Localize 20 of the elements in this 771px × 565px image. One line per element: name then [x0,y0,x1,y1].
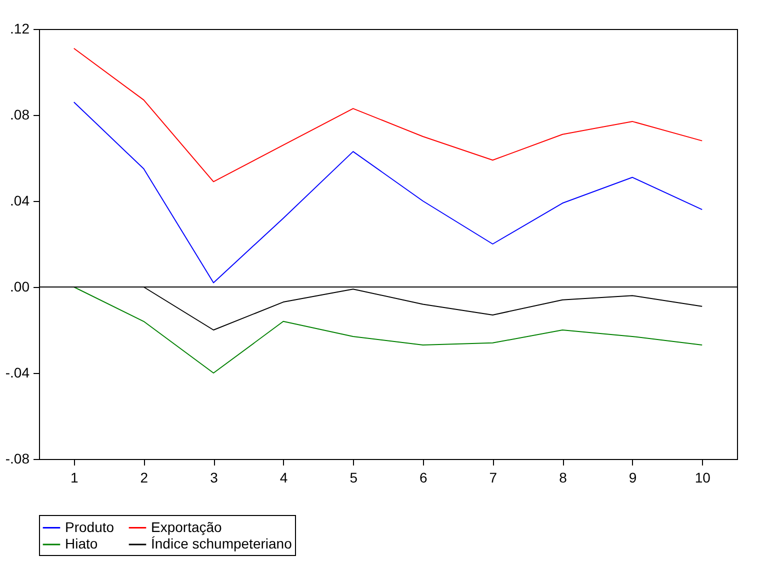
y-tick-label: .00 [10,278,30,294]
x-tick-label: 8 [559,470,568,486]
x-tick-label: 1 [70,470,78,486]
x-tick-label: 5 [350,470,358,486]
x-tick-label: 7 [489,470,498,486]
x-tick-label: 4 [280,470,288,486]
y-tick-label: .12 [10,20,30,36]
y-tick-label: .08 [10,106,30,122]
x-tick-label: 6 [420,470,428,486]
legend-label: Produto [65,518,114,535]
y-tick-label: -.08 [5,450,30,466]
x-tick-label: 3 [210,470,218,486]
legend-label: Índice schumpeteriano [151,536,292,552]
x-tick-label: 2 [140,470,148,486]
legend-label: Exportação [151,518,222,535]
legend-label: Hiato [65,536,98,552]
y-tick-label: -.04 [5,364,30,380]
x-tick-label: 9 [628,470,637,486]
y-tick-label: .04 [10,192,30,208]
x-tick-label: 10 [694,470,711,486]
